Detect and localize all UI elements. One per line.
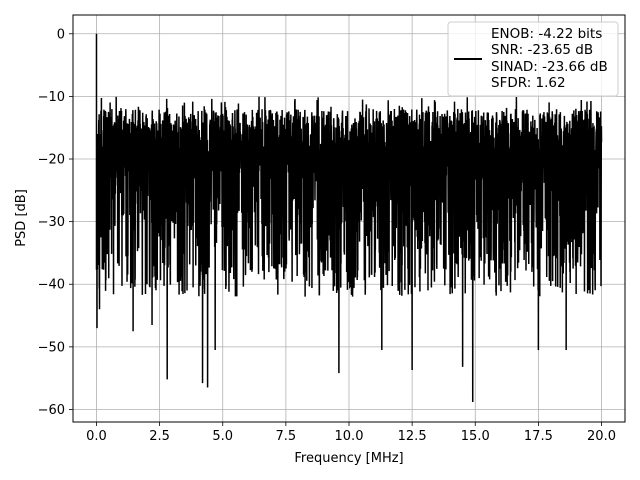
y-tick-label: −10 bbox=[38, 90, 65, 105]
x-tick-label: 0.0 bbox=[86, 429, 107, 444]
y-axis-label: PSD [dB] bbox=[14, 189, 29, 247]
y-tick-label: −30 bbox=[38, 215, 65, 230]
x-tick-label: 5.0 bbox=[212, 429, 233, 444]
x-tick-label: 15.0 bbox=[461, 429, 490, 444]
x-axis: 0.0 2.5 5.0 7.5 10.0 12.5 15.0 17.5 20.0 bbox=[86, 422, 616, 444]
x-tick-label: 17.5 bbox=[524, 429, 553, 444]
y-axis: 0 −10 −20 −30 −40 −50 −60 bbox=[38, 27, 73, 418]
x-axis-label: Frequency [MHz] bbox=[294, 451, 403, 466]
legend-box bbox=[447, 21, 619, 97]
y-tick-label: −20 bbox=[38, 153, 65, 168]
legend-entry-sfdr: SFDR: 1.62 bbox=[491, 75, 566, 91]
x-tick-label: 20.0 bbox=[587, 429, 616, 444]
legend-entry-sinad: SINAD: -23.66 dB bbox=[491, 59, 608, 75]
legend-entry-enob: ENOB: -4.22 bits bbox=[491, 26, 602, 42]
y-tick-label: −40 bbox=[38, 278, 65, 293]
y-tick-label: 0 bbox=[57, 27, 65, 42]
psd-series-line bbox=[95, 33, 603, 402]
legend: ENOB: -4.22 bits SNR: -23.65 dB SINAD: -… bbox=[447, 21, 619, 97]
x-tick-label: 7.5 bbox=[276, 429, 297, 444]
plot-area bbox=[95, 33, 603, 402]
x-tick-label: 12.5 bbox=[398, 429, 427, 444]
y-tick-label: −50 bbox=[38, 340, 65, 355]
y-tick-label: −60 bbox=[38, 403, 65, 418]
x-tick-label: 2.5 bbox=[149, 429, 170, 444]
legend-entry-snr: SNR: -23.65 dB bbox=[491, 42, 593, 58]
x-tick-label: 10.0 bbox=[335, 429, 364, 444]
